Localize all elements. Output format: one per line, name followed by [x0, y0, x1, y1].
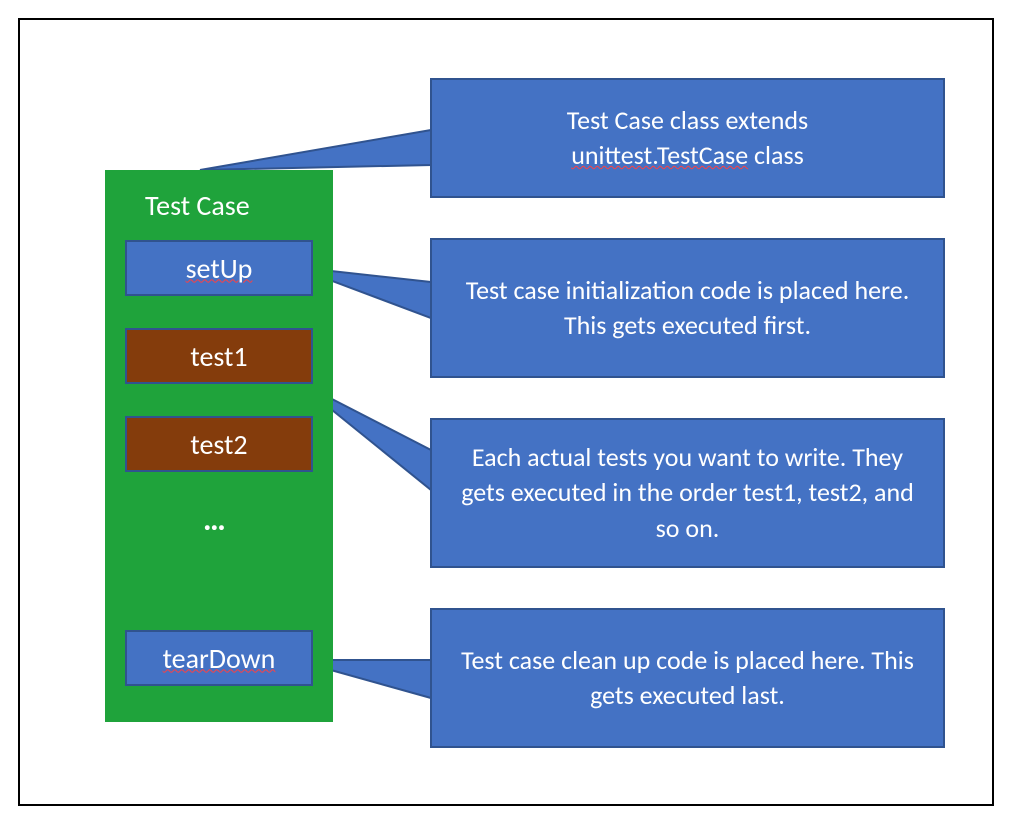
- test2-label: test2: [190, 427, 247, 462]
- callout-tail-class: [200, 130, 431, 170]
- setup-box: setUp: [125, 240, 313, 296]
- class-name: unittest.TestCase: [571, 139, 748, 171]
- diagram-frame: Test Case setUp test1 test2 … tearDown T…: [18, 18, 994, 806]
- testcase-title: Test Case: [145, 188, 250, 223]
- callout-setup-text: Test case initialization code is placed …: [452, 273, 923, 343]
- callout-teardown-text: Test case clean up code is placed here. …: [452, 643, 923, 713]
- test1-box: test1: [125, 328, 313, 384]
- callout-setup: Test case initialization code is placed …: [430, 238, 945, 378]
- testcase-container: Test Case setUp test1 test2 … tearDown: [105, 170, 333, 722]
- callout-class: Test Case class extends unittest.TestCas…: [430, 78, 945, 198]
- callout-tests-text: Each actual tests you want to write. The…: [452, 440, 923, 545]
- callout-tests: Each actual tests you want to write. The…: [430, 418, 945, 568]
- callout-class-text: Test Case class extends unittest.TestCas…: [567, 103, 808, 173]
- test1-label: test1: [190, 339, 247, 374]
- callout-teardown: Test case clean up code is placed here. …: [430, 608, 945, 748]
- test2-box: test2: [125, 416, 313, 472]
- teardown-box: tearDown: [125, 630, 313, 686]
- setup-label: setUp: [186, 251, 253, 286]
- ellipsis: …: [203, 500, 226, 539]
- teardown-label: tearDown: [163, 641, 276, 676]
